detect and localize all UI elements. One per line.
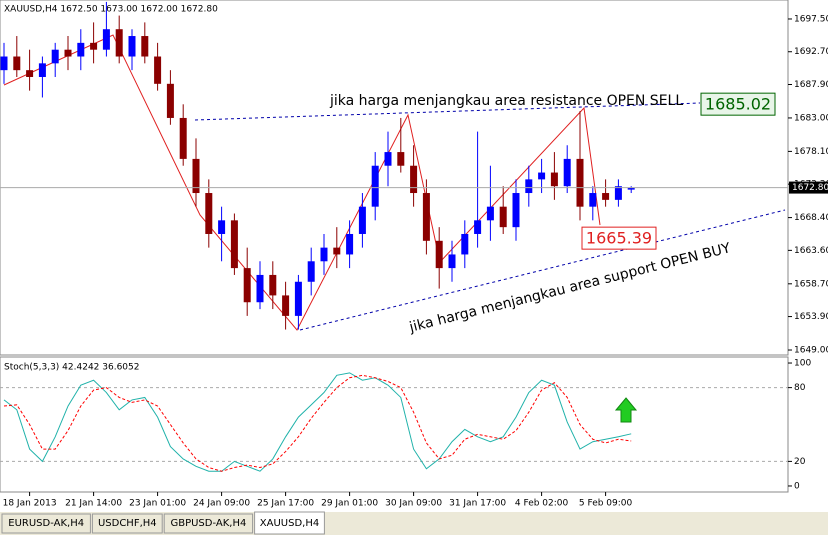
- tab-label[interactable]: USDCHF,H4: [98, 518, 157, 529]
- candle-body: [230, 220, 238, 269]
- x-tick-label: 4 Feb 02:00: [515, 499, 569, 509]
- candle-body: [563, 158, 571, 187]
- candle-body: [141, 36, 149, 57]
- x-tick-label: 30 Jan 09:00: [385, 499, 442, 509]
- candle-body: [218, 220, 226, 234]
- candle-body: [320, 247, 328, 262]
- price-panel: [0, 0, 789, 356]
- x-tick-label: 25 Jan 17:00: [257, 499, 314, 509]
- y-tick-label: 1658.70: [794, 279, 828, 289]
- candle-body: [499, 206, 507, 228]
- y-tick-label: 1649.00: [794, 346, 828, 356]
- stoch-tick-label: 100: [794, 359, 811, 369]
- stoch-tick-label: 80: [794, 383, 806, 393]
- candle-body: [333, 247, 341, 255]
- tab-label[interactable]: EURUSD-AK,H4: [8, 518, 84, 529]
- tab-label[interactable]: XAUUSD,H4: [260, 518, 319, 529]
- candle-body: [154, 56, 162, 84]
- candle-body: [614, 186, 622, 200]
- candle-body: [422, 193, 430, 241]
- candle-body: [256, 274, 264, 303]
- candle-body: [166, 83, 174, 118]
- candle-body: [346, 233, 354, 255]
- candle-body: [589, 193, 597, 207]
- y-tick-label: 1683.00: [794, 113, 828, 123]
- candle-body: [627, 187, 635, 190]
- candle-body: [115, 29, 123, 57]
- candle-body: [486, 206, 494, 221]
- candle-body: [77, 42, 85, 57]
- candle-body: [243, 268, 251, 303]
- stoch-title: Stoch(5,3,3) 42.4242 36.6052: [4, 363, 139, 373]
- tab[interactable]: [254, 511, 325, 535]
- candle-body: [13, 56, 21, 71]
- candle-body: [602, 193, 610, 200]
- candle-body: [448, 254, 456, 269]
- tab[interactable]: [91, 513, 163, 534]
- candle-body: [51, 49, 59, 64]
- candle-body: [550, 172, 558, 187]
- candle-body: [538, 172, 546, 180]
- candle-body: [102, 29, 110, 50]
- candle-body: [435, 240, 443, 269]
- x-tick-label: 21 Jan 14:00: [65, 499, 122, 509]
- y-tick-label: 1678.10: [794, 147, 828, 157]
- tab[interactable]: [163, 513, 254, 534]
- stoch-tick-label: 0: [794, 481, 800, 491]
- candle-body: [269, 274, 277, 296]
- x-tick-label: 31 Jan 17:00: [449, 499, 506, 509]
- y-tick-label: 1663.60: [794, 246, 828, 256]
- current-price-label: 1672.80: [792, 183, 828, 193]
- resistance-trendline: [194, 102, 701, 121]
- candle-body: [38, 63, 46, 77]
- candle-body: [371, 165, 379, 207]
- candle-body: [90, 42, 98, 50]
- candle-body: [282, 295, 290, 316]
- zigzag: [3, 34, 601, 331]
- chart-title: XAUUSD,H4 1672.50 1673.00 1672.00 1672.8…: [4, 5, 218, 15]
- x-tick-label: 29 Jan 01:00: [321, 499, 378, 509]
- current-price-box: [789, 181, 828, 194]
- candle-body: [358, 206, 366, 234]
- candle-body: [0, 56, 8, 71]
- candle-body: [179, 117, 187, 159]
- y-tick-label: 1687.90: [794, 80, 828, 90]
- support-trendline: [299, 209, 786, 331]
- support-label: 1665.39: [586, 229, 652, 248]
- stoch-tick-label: 20: [794, 457, 806, 467]
- candle-body: [525, 179, 533, 194]
- resistance-label: 1685.02: [705, 95, 771, 114]
- candle-body: [397, 152, 405, 166]
- y-tick-label: 1653.90: [794, 312, 828, 322]
- x-tick-label: 18 Jan 2013: [3, 499, 57, 509]
- tab-label[interactable]: GBPUSD-AK,H4: [170, 518, 246, 529]
- x-tick-label: 23 Jan 01:00: [129, 499, 186, 509]
- candle-body: [205, 193, 213, 234]
- x-tick-label: 5 Feb 09:00: [579, 499, 633, 509]
- candle-body: [128, 36, 136, 57]
- candle-body: [64, 49, 72, 57]
- y-tick-label: 1692.70: [794, 47, 828, 57]
- candle-body: [26, 70, 34, 77]
- candle-body: [384, 152, 392, 166]
- stoch-main: [3, 372, 632, 472]
- y-tick-label: 1668.40: [794, 213, 828, 223]
- stoch-panel: [0, 356, 789, 493]
- resistance-note: jika harga menjangkau area resistance OP…: [329, 93, 683, 109]
- support-box: [581, 226, 657, 250]
- candle-body: [410, 165, 418, 194]
- x-tick-label: 24 Jan 09:00: [193, 499, 250, 509]
- tab[interactable]: [1, 513, 91, 534]
- up-arrow-icon: [614, 397, 638, 423]
- candle-body: [474, 220, 482, 234]
- resistance-box: [700, 92, 776, 116]
- y-tick-label: 1697.50: [794, 14, 828, 24]
- candle-body: [307, 261, 315, 282]
- candle-body: [512, 193, 520, 228]
- candle-body: [192, 158, 200, 194]
- candle-body: [294, 281, 302, 316]
- candle-body: [576, 158, 584, 207]
- candle-body: [461, 233, 469, 255]
